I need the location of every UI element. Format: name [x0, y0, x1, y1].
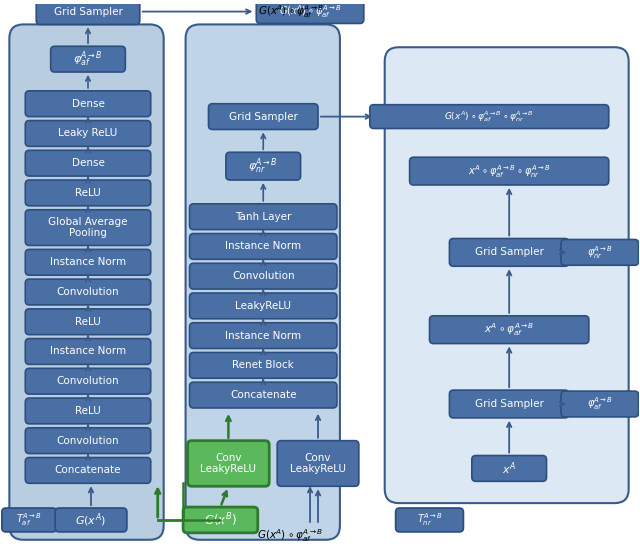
- FancyBboxPatch shape: [26, 428, 151, 453]
- Text: $x^A \circ \varphi_{af}^{A\rightarrow B} \circ \varphi_{nr}^{A\rightarrow B}$: $x^A \circ \varphi_{af}^{A\rightarrow B}…: [468, 163, 550, 179]
- Text: Instance Norm: Instance Norm: [225, 241, 301, 252]
- FancyBboxPatch shape: [10, 25, 164, 540]
- Text: $T_{af}^{A\rightarrow B}$: $T_{af}^{A\rightarrow B}$: [16, 511, 42, 528]
- Text: ReLU: ReLU: [75, 188, 101, 198]
- Text: Dense: Dense: [72, 99, 104, 108]
- Text: Grid Sampler: Grid Sampler: [475, 248, 543, 257]
- Text: Instance Norm: Instance Norm: [50, 257, 126, 267]
- Text: Grid Sampler: Grid Sampler: [475, 399, 543, 409]
- Text: Renet Block: Renet Block: [232, 361, 294, 371]
- Text: Tanh Layer: Tanh Layer: [235, 212, 291, 222]
- Text: $\varphi_{af}^{A\rightarrow B}$: $\varphi_{af}^{A\rightarrow B}$: [587, 396, 613, 413]
- Text: Instance Norm: Instance Norm: [225, 330, 301, 340]
- Text: $\varphi_{af}^{A\rightarrow B}$: $\varphi_{af}^{A\rightarrow B}$: [73, 49, 103, 69]
- FancyBboxPatch shape: [26, 457, 151, 484]
- FancyBboxPatch shape: [189, 204, 337, 230]
- FancyBboxPatch shape: [26, 368, 151, 394]
- FancyBboxPatch shape: [189, 353, 337, 378]
- FancyBboxPatch shape: [277, 440, 359, 486]
- FancyBboxPatch shape: [429, 316, 589, 344]
- FancyBboxPatch shape: [189, 293, 337, 319]
- FancyBboxPatch shape: [449, 239, 569, 266]
- FancyBboxPatch shape: [26, 249, 151, 275]
- FancyBboxPatch shape: [209, 104, 318, 130]
- Text: $G(x^A) \circ \varphi_{af}^{A\rightarrow B}$: $G(x^A) \circ \varphi_{af}^{A\rightarrow…: [279, 3, 341, 20]
- FancyBboxPatch shape: [26, 121, 151, 146]
- Text: $x^A$: $x^A$: [502, 460, 516, 477]
- FancyBboxPatch shape: [226, 152, 301, 180]
- FancyBboxPatch shape: [410, 157, 609, 185]
- Text: Convolution: Convolution: [57, 287, 119, 297]
- FancyBboxPatch shape: [188, 440, 269, 486]
- FancyBboxPatch shape: [189, 323, 337, 348]
- FancyBboxPatch shape: [26, 339, 151, 364]
- FancyBboxPatch shape: [55, 508, 127, 532]
- Text: Dense: Dense: [72, 158, 104, 168]
- Text: ReLU: ReLU: [75, 317, 101, 327]
- Text: Instance Norm: Instance Norm: [50, 347, 126, 357]
- Text: $G(x^A) \circ \varphi_{af}^{A\rightarrow B} \circ \varphi_{nr}^{A\rightarrow B}$: $G(x^A) \circ \varphi_{af}^{A\rightarrow…: [444, 109, 534, 124]
- Text: $x^A \circ \varphi_{af}^{A\rightarrow B}$: $x^A \circ \varphi_{af}^{A\rightarrow B}…: [484, 321, 534, 338]
- FancyBboxPatch shape: [561, 239, 639, 266]
- Text: Grid Sampler: Grid Sampler: [229, 112, 298, 122]
- FancyBboxPatch shape: [189, 263, 337, 289]
- Text: Convolution: Convolution: [232, 271, 294, 281]
- FancyBboxPatch shape: [189, 382, 337, 408]
- Text: Conv
LeakyReLU: Conv LeakyReLU: [200, 453, 257, 474]
- Text: $G(x^A) \circ \varphi_{af}^{A\rightarrow B}$: $G(x^A) \circ \varphi_{af}^{A\rightarrow…: [257, 527, 323, 544]
- FancyBboxPatch shape: [26, 91, 151, 117]
- FancyBboxPatch shape: [186, 25, 340, 540]
- FancyBboxPatch shape: [26, 150, 151, 176]
- Text: Concatenate: Concatenate: [55, 466, 121, 475]
- FancyBboxPatch shape: [26, 210, 151, 245]
- Text: Leaky ReLU: Leaky ReLU: [58, 129, 118, 139]
- FancyBboxPatch shape: [396, 508, 463, 532]
- FancyBboxPatch shape: [183, 507, 258, 533]
- FancyBboxPatch shape: [26, 180, 151, 206]
- FancyBboxPatch shape: [385, 47, 628, 503]
- Text: LeakyReLU: LeakyReLU: [236, 301, 291, 311]
- FancyBboxPatch shape: [26, 279, 151, 305]
- Text: Conv
LeakyReLU: Conv LeakyReLU: [290, 453, 346, 474]
- FancyBboxPatch shape: [256, 0, 364, 23]
- FancyBboxPatch shape: [26, 398, 151, 424]
- Text: Convolution: Convolution: [57, 435, 119, 446]
- FancyBboxPatch shape: [26, 309, 151, 335]
- FancyBboxPatch shape: [51, 46, 125, 72]
- FancyBboxPatch shape: [561, 391, 639, 417]
- FancyBboxPatch shape: [472, 456, 547, 481]
- FancyBboxPatch shape: [36, 0, 140, 25]
- Text: Concatenate: Concatenate: [230, 390, 296, 400]
- FancyBboxPatch shape: [2, 508, 57, 532]
- Text: $\varphi_{nr}^{A\rightarrow B}$: $\varphi_{nr}^{A\rightarrow B}$: [248, 157, 278, 176]
- Text: $T_{nr}^{A\rightarrow B}$: $T_{nr}^{A\rightarrow B}$: [417, 511, 442, 528]
- Text: $G(x^A) \circ \varphi_{af}^{A\rightarrow B}$: $G(x^A) \circ \varphi_{af}^{A\rightarrow…: [259, 3, 324, 20]
- Text: $G(x^B)$: $G(x^B)$: [204, 511, 237, 529]
- Text: ReLU: ReLU: [75, 406, 101, 416]
- Text: $\varphi_{nr}^{A\rightarrow B}$: $\varphi_{nr}^{A\rightarrow B}$: [587, 244, 613, 261]
- FancyBboxPatch shape: [449, 390, 569, 418]
- FancyBboxPatch shape: [370, 105, 609, 129]
- Text: Convolution: Convolution: [57, 376, 119, 386]
- FancyBboxPatch shape: [189, 234, 337, 259]
- Text: $G(x^A)$: $G(x^A)$: [76, 511, 106, 529]
- Text: Global Average
Pooling: Global Average Pooling: [48, 217, 128, 238]
- Text: Grid Sampler: Grid Sampler: [54, 7, 122, 17]
